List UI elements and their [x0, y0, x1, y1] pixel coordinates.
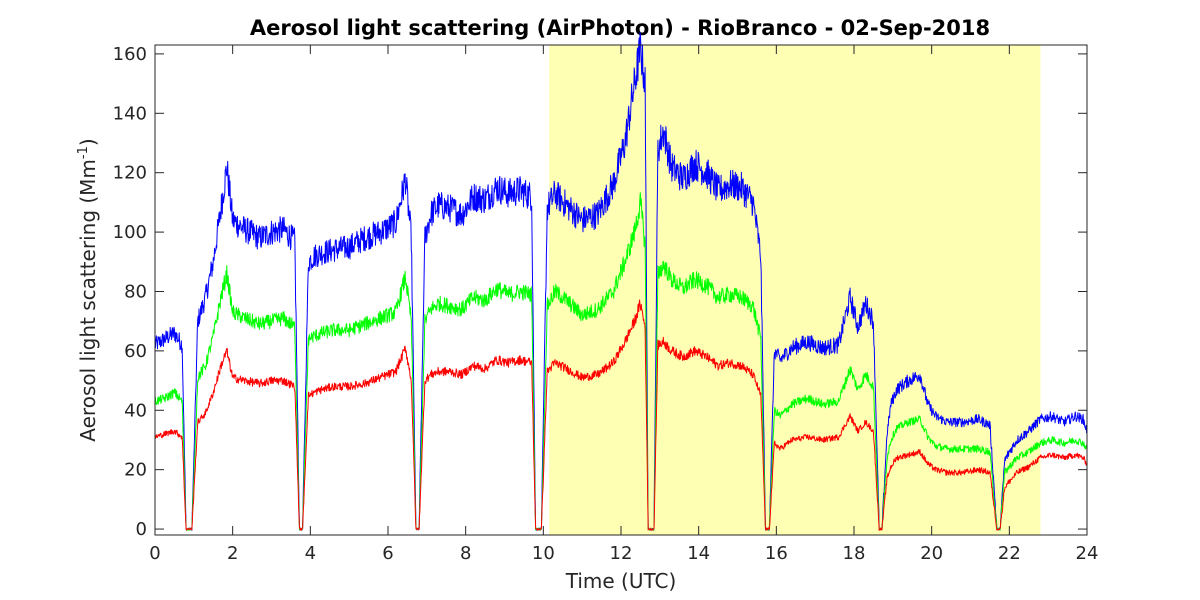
- y-axis-label-superscript: -1: [76, 146, 91, 159]
- y-tick-label: 140: [113, 103, 147, 124]
- chart-title: Aerosol light scattering (AirPhoton) - R…: [250, 16, 990, 40]
- x-tick-label: 4: [305, 543, 316, 564]
- y-tick-label: 60: [124, 341, 147, 362]
- x-axis-label: Time (UTC): [565, 569, 677, 593]
- x-tick-label: 8: [460, 543, 471, 564]
- y-tick-label: 40: [124, 400, 147, 421]
- y-tick-label: 0: [136, 519, 147, 540]
- x-axis-ticks: 0 2 4 6 8 10 12 14 16 18 20 22 24: [149, 45, 1098, 564]
- y-tick-label: 20: [124, 460, 147, 481]
- series-layer: [154, 32, 1088, 531]
- x-tick-label: 6: [382, 543, 393, 564]
- x-tick-label: 12: [610, 543, 633, 564]
- x-tick-label: 24: [1076, 543, 1099, 564]
- y-tick-label: 160: [113, 44, 147, 65]
- x-tick-label: 0: [149, 543, 160, 564]
- series-line-1: [154, 32, 1088, 531]
- daylight-highlight-band: [549, 45, 1041, 535]
- y-axis-label-suffix: ): [76, 138, 100, 146]
- x-tick-label: 20: [920, 543, 943, 564]
- y-tick-label: 120: [113, 163, 147, 184]
- y-tick-label: 100: [113, 222, 147, 243]
- series-line-2: [154, 192, 1088, 531]
- x-tick-label: 10: [532, 543, 555, 564]
- x-tick-label: 16: [765, 543, 788, 564]
- x-tick-label: 22: [998, 543, 1021, 564]
- y-axis-ticks: 0 20 40 60 80 100 120 140 160: [113, 44, 1087, 540]
- y-axis-label: Aerosol light scattering (Mm-1): [76, 138, 100, 441]
- y-axis-label-prefix: Aerosol light scattering (Mm: [76, 159, 100, 442]
- y-tick-label: 80: [124, 281, 147, 302]
- series-line-3: [154, 299, 1088, 531]
- x-tick-label: 2: [227, 543, 238, 564]
- x-tick-label: 18: [843, 543, 866, 564]
- x-tick-label: 14: [687, 543, 710, 564]
